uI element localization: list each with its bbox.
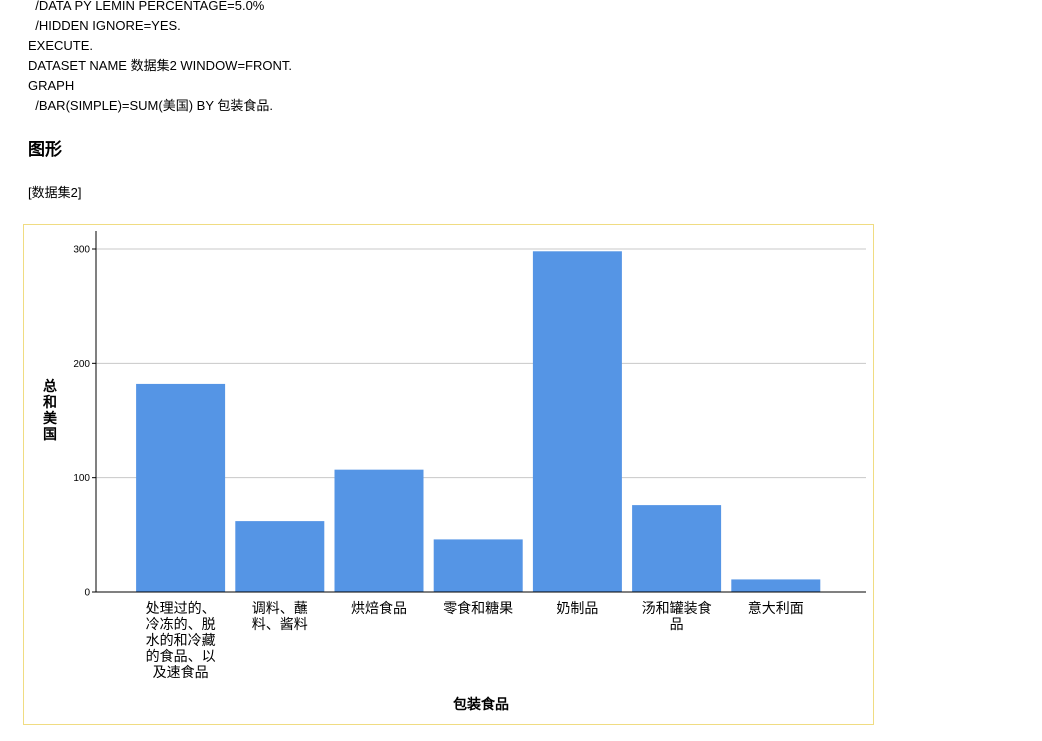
bar <box>632 505 722 592</box>
x-tick-label: 烘焙食品 <box>351 600 407 617</box>
syntax-line: /BAR(SIMPLE)=SUM(美国) BY 包装食品. <box>28 98 273 113</box>
bar <box>334 469 424 592</box>
dataset-tag: [数据集2] <box>28 185 82 200</box>
x-tick-label: 零食和糖果 <box>443 600 513 617</box>
section-title: 图形 <box>28 140 62 160</box>
syntax-line: GRAPH <box>28 78 75 93</box>
y-tick-label: 0 <box>84 588 90 599</box>
x-tick-label: 意大利面 <box>748 600 804 617</box>
x-tick-label: 奶制品 <box>556 601 598 617</box>
y-tick-label: 200 <box>73 359 90 370</box>
y-tick-label: 100 <box>73 473 90 484</box>
syntax-block: /DATA PY LEMIN PERCENTAGE=5.0% /HIDDEN I… <box>28 0 292 116</box>
x-axis-title: 包装食品 <box>453 696 509 713</box>
y-axis-title: 总和美国 <box>43 378 58 443</box>
y-tick-label: 300 <box>73 245 90 256</box>
syntax-line: /DATA PY LEMIN PERCENTAGE=5.0% <box>28 0 265 13</box>
syntax-line: EXECUTE. <box>28 38 94 53</box>
bar-chart: 0 100 200 300 处理过的、冷冻的、脱水的和冷藏的食品、以及速食品 调料、蘸料、… <box>43 231 866 713</box>
bar <box>235 521 325 592</box>
bar <box>433 539 523 592</box>
x-tick-label: 汤和罐装食品 <box>642 600 712 633</box>
x-tick-label: 调料、蘸料、酱料 <box>252 601 308 633</box>
bar <box>731 579 821 592</box>
syntax-line: DATASET NAME 数据集2 WINDOW=FRONT. <box>28 58 292 73</box>
x-tick-label: 处理过的、冷冻的、脱水的和冷藏的食品、以及速食品 <box>146 601 216 681</box>
bar <box>532 251 622 592</box>
bar <box>136 383 226 592</box>
syntax-line: /HIDDEN IGNORE=YES. <box>28 18 181 33</box>
chart-frame[interactable]: 0 100 200 300 处理过的、冷冻的、脱水的和冷藏的食品、以及速食品 调料、蘸料、… <box>23 224 874 725</box>
